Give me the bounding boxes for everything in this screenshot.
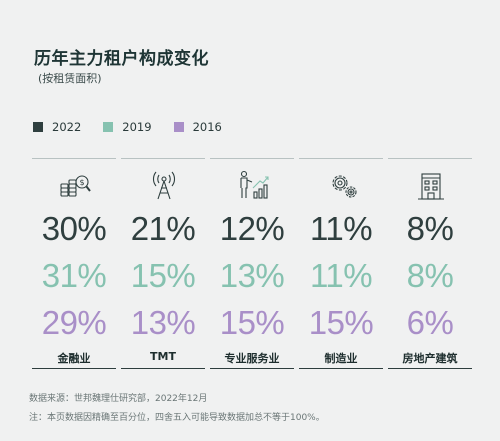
- tmt-antenna-icon: [152, 171, 176, 200]
- value-professional-services-2022: 12%: [219, 210, 285, 247]
- value-tmt-2016: 13%: [130, 304, 196, 341]
- legend-swatch-2019: [103, 122, 114, 132]
- column-bottom-rule: [388, 368, 472, 369]
- legend: 2022 2019 2016: [33, 120, 222, 134]
- legend-swatch-2022: [33, 122, 43, 132]
- column-bottom-rule: [299, 368, 383, 369]
- legend-item-2019: 2019: [103, 120, 152, 134]
- legend-item-2022: 2022: [33, 120, 81, 134]
- real-estate-building-icon: [418, 173, 444, 200]
- footnote: 注：本页数据因精确至百分位，四舍五入可能导致数据加总不等于100%。: [29, 413, 325, 423]
- value-manufacturing-2019: 11%: [309, 257, 373, 294]
- category-label-finance: 金融业: [57, 352, 91, 365]
- value-real-estate-2016: 6%: [406, 304, 454, 341]
- category-label-professional-services: 专业服务业: [224, 352, 280, 365]
- category-label-real-estate: 房地产建筑: [402, 352, 458, 365]
- category-label-tmt: TMT: [150, 350, 176, 363]
- column-bottom-rule: [210, 368, 294, 369]
- value-real-estate-2022: 8%: [406, 210, 454, 247]
- value-finance-2022: 30%: [41, 210, 107, 247]
- legend-label-2016: 2016: [192, 120, 222, 134]
- legend-label-2019: 2019: [122, 120, 152, 134]
- value-manufacturing-2022: 11%: [309, 210, 373, 247]
- legend-swatch-2016: [173, 122, 184, 132]
- finance-icon: $: [60, 175, 91, 197]
- column-top-divider: [210, 158, 294, 159]
- legend-item-2016: 2016: [173, 120, 222, 134]
- chart-title: 历年主力租户构成变化: [34, 49, 209, 69]
- value-finance-2016: 29%: [41, 304, 107, 341]
- column-bottom-rule: [121, 368, 205, 369]
- value-professional-services-2016: 15%: [219, 304, 285, 341]
- value-professional-services-2019: 13%: [219, 257, 285, 294]
- legend-label-2022: 2022: [52, 120, 82, 134]
- column-top-divider: [32, 158, 116, 159]
- column-top-divider: [299, 158, 383, 159]
- column-top-divider: [121, 158, 205, 159]
- svg-text:$: $: [80, 178, 85, 187]
- value-finance-2019: 31%: [41, 257, 107, 294]
- value-manufacturing-2016: 15%: [308, 304, 374, 341]
- chart-subtitle: (按租赁面积): [38, 72, 102, 85]
- professional-services-icon: [240, 170, 269, 199]
- value-tmt-2022: 21%: [130, 210, 196, 247]
- column-bottom-rule: [32, 368, 116, 369]
- column-top-divider: [388, 158, 472, 159]
- value-tmt-2019: 15%: [130, 257, 196, 294]
- manufacturing-gear-icon: [332, 175, 357, 198]
- value-real-estate-2019: 8%: [406, 257, 454, 294]
- source-note: 数据来源：世邦魏理仕研究部，2022年12月: [29, 394, 208, 404]
- category-label-manufacturing: 制造业: [324, 352, 358, 365]
